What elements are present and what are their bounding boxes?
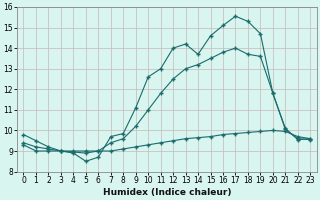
X-axis label: Humidex (Indice chaleur): Humidex (Indice chaleur) — [103, 188, 231, 197]
